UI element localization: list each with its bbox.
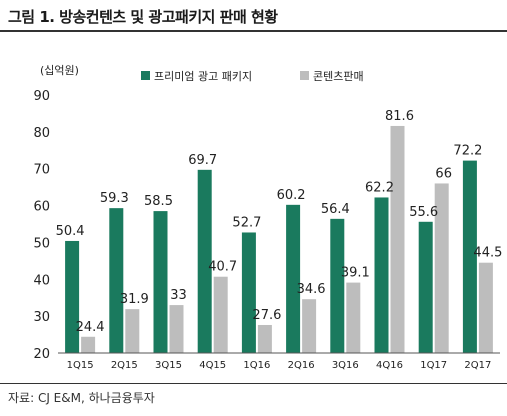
y-axis: 20 30 40 50 60 70 80 90: [33, 89, 50, 362]
bar-content: [169, 305, 184, 353]
legend-swatch-content: [300, 71, 309, 80]
y-tick-label: 80: [33, 126, 50, 141]
value-label-content: 39.1: [341, 266, 370, 281]
value-label-premium: 60.2: [277, 188, 306, 203]
value-label-premium: 69.7: [188, 153, 217, 168]
figure-title: 그림 1. 방송컨텐츠 및 광고패키지 판매 현황: [8, 8, 278, 26]
x-tick-label: 1Q15: [67, 360, 94, 371]
x-tick-label: 2Q16: [288, 360, 315, 371]
bar-content: [302, 299, 317, 353]
legend-swatch-premium: [141, 71, 150, 80]
bar-premium: [241, 232, 256, 353]
y-tick-label: 60: [33, 200, 50, 215]
x-tick-label: 1Q16: [243, 360, 270, 371]
bar-content: [257, 324, 272, 353]
bar-content: [81, 336, 96, 353]
value-label-premium: 56.4: [321, 202, 350, 217]
bar-content: [346, 282, 361, 353]
source-note: 자료: CJ E&M, 하나금융투자: [8, 391, 155, 405]
value-label-content: 44.5: [473, 246, 502, 261]
value-label-content: 81.6: [385, 109, 414, 124]
legend: 프리미엄 광고 패키지 콘텐츠판매: [141, 70, 364, 83]
bar-group: [65, 125, 493, 354]
bar-content: [478, 262, 493, 353]
x-axis: 1Q15 2Q15 3Q15 4Q15 1Q16 2Q16 3Q16 4Q16 1Q17 2Q17: [67, 360, 492, 371]
bar-content: [390, 125, 405, 354]
value-label-premium: 50.4: [56, 224, 85, 239]
bar-premium: [374, 197, 389, 353]
x-tick-label: 3Q16: [332, 360, 359, 371]
bar-premium: [330, 218, 345, 353]
x-tick-label: 4Q15: [199, 360, 226, 371]
x-tick-label: 3Q15: [155, 360, 182, 371]
y-axis-unit-label: (십억원): [40, 64, 79, 77]
y-tick-label: 90: [33, 89, 50, 104]
x-tick-label: 2Q17: [464, 360, 491, 371]
bar-premium: [109, 208, 124, 353]
y-tick-label: 40: [33, 273, 50, 288]
legend-label-content: 콘텐츠판매: [313, 70, 364, 83]
bar-content: [213, 276, 228, 353]
title-divider: [0, 30, 507, 32]
y-tick-label: 50: [33, 236, 50, 251]
value-label-content: 34.6: [297, 282, 326, 297]
value-label-premium: 55.6: [409, 205, 438, 220]
y-tick-label: 30: [33, 310, 50, 325]
bar-premium: [286, 204, 301, 353]
value-label-content: 31.9: [120, 292, 149, 307]
y-tick-label: 20: [33, 347, 50, 362]
value-label-premium: 58.5: [144, 194, 173, 209]
value-label-premium: 59.3: [100, 191, 129, 206]
value-label-content: 40.7: [208, 260, 237, 275]
legend-label-premium: 프리미엄 광고 패키지: [154, 70, 252, 83]
y-tick-label: 70: [33, 163, 50, 178]
bar-premium: [197, 169, 212, 353]
bar-premium: [418, 221, 433, 353]
bar-premium: [462, 160, 477, 353]
bar-premium: [65, 240, 80, 353]
value-label-premium: 52.7: [232, 215, 261, 230]
source-divider: [0, 383, 507, 384]
value-label-content: 24.4: [76, 320, 105, 335]
value-label-content: 66: [435, 166, 452, 181]
bar-premium: [153, 211, 168, 353]
x-tick-label: 4Q16: [376, 360, 403, 371]
value-label-content: 33: [170, 288, 187, 303]
value-label-content: 27.6: [252, 308, 281, 323]
bar-chart: (십억원) 프리미엄 광고 패키지 콘텐츠판매 20 30 40 50 60 70 80 90…: [33, 64, 503, 371]
value-label-premium: 72.2: [453, 144, 482, 159]
x-tick-label: 2Q15: [111, 360, 138, 371]
bar-content: [125, 309, 140, 353]
bar-content: [434, 183, 449, 353]
value-label-premium: 62.2: [365, 180, 394, 195]
x-tick-label: 1Q17: [420, 360, 447, 371]
value-labels: 50.4 24.4 59.3 31.9 58.5 33 69.7 40.7 52.7 27.6 60…: [56, 109, 503, 335]
